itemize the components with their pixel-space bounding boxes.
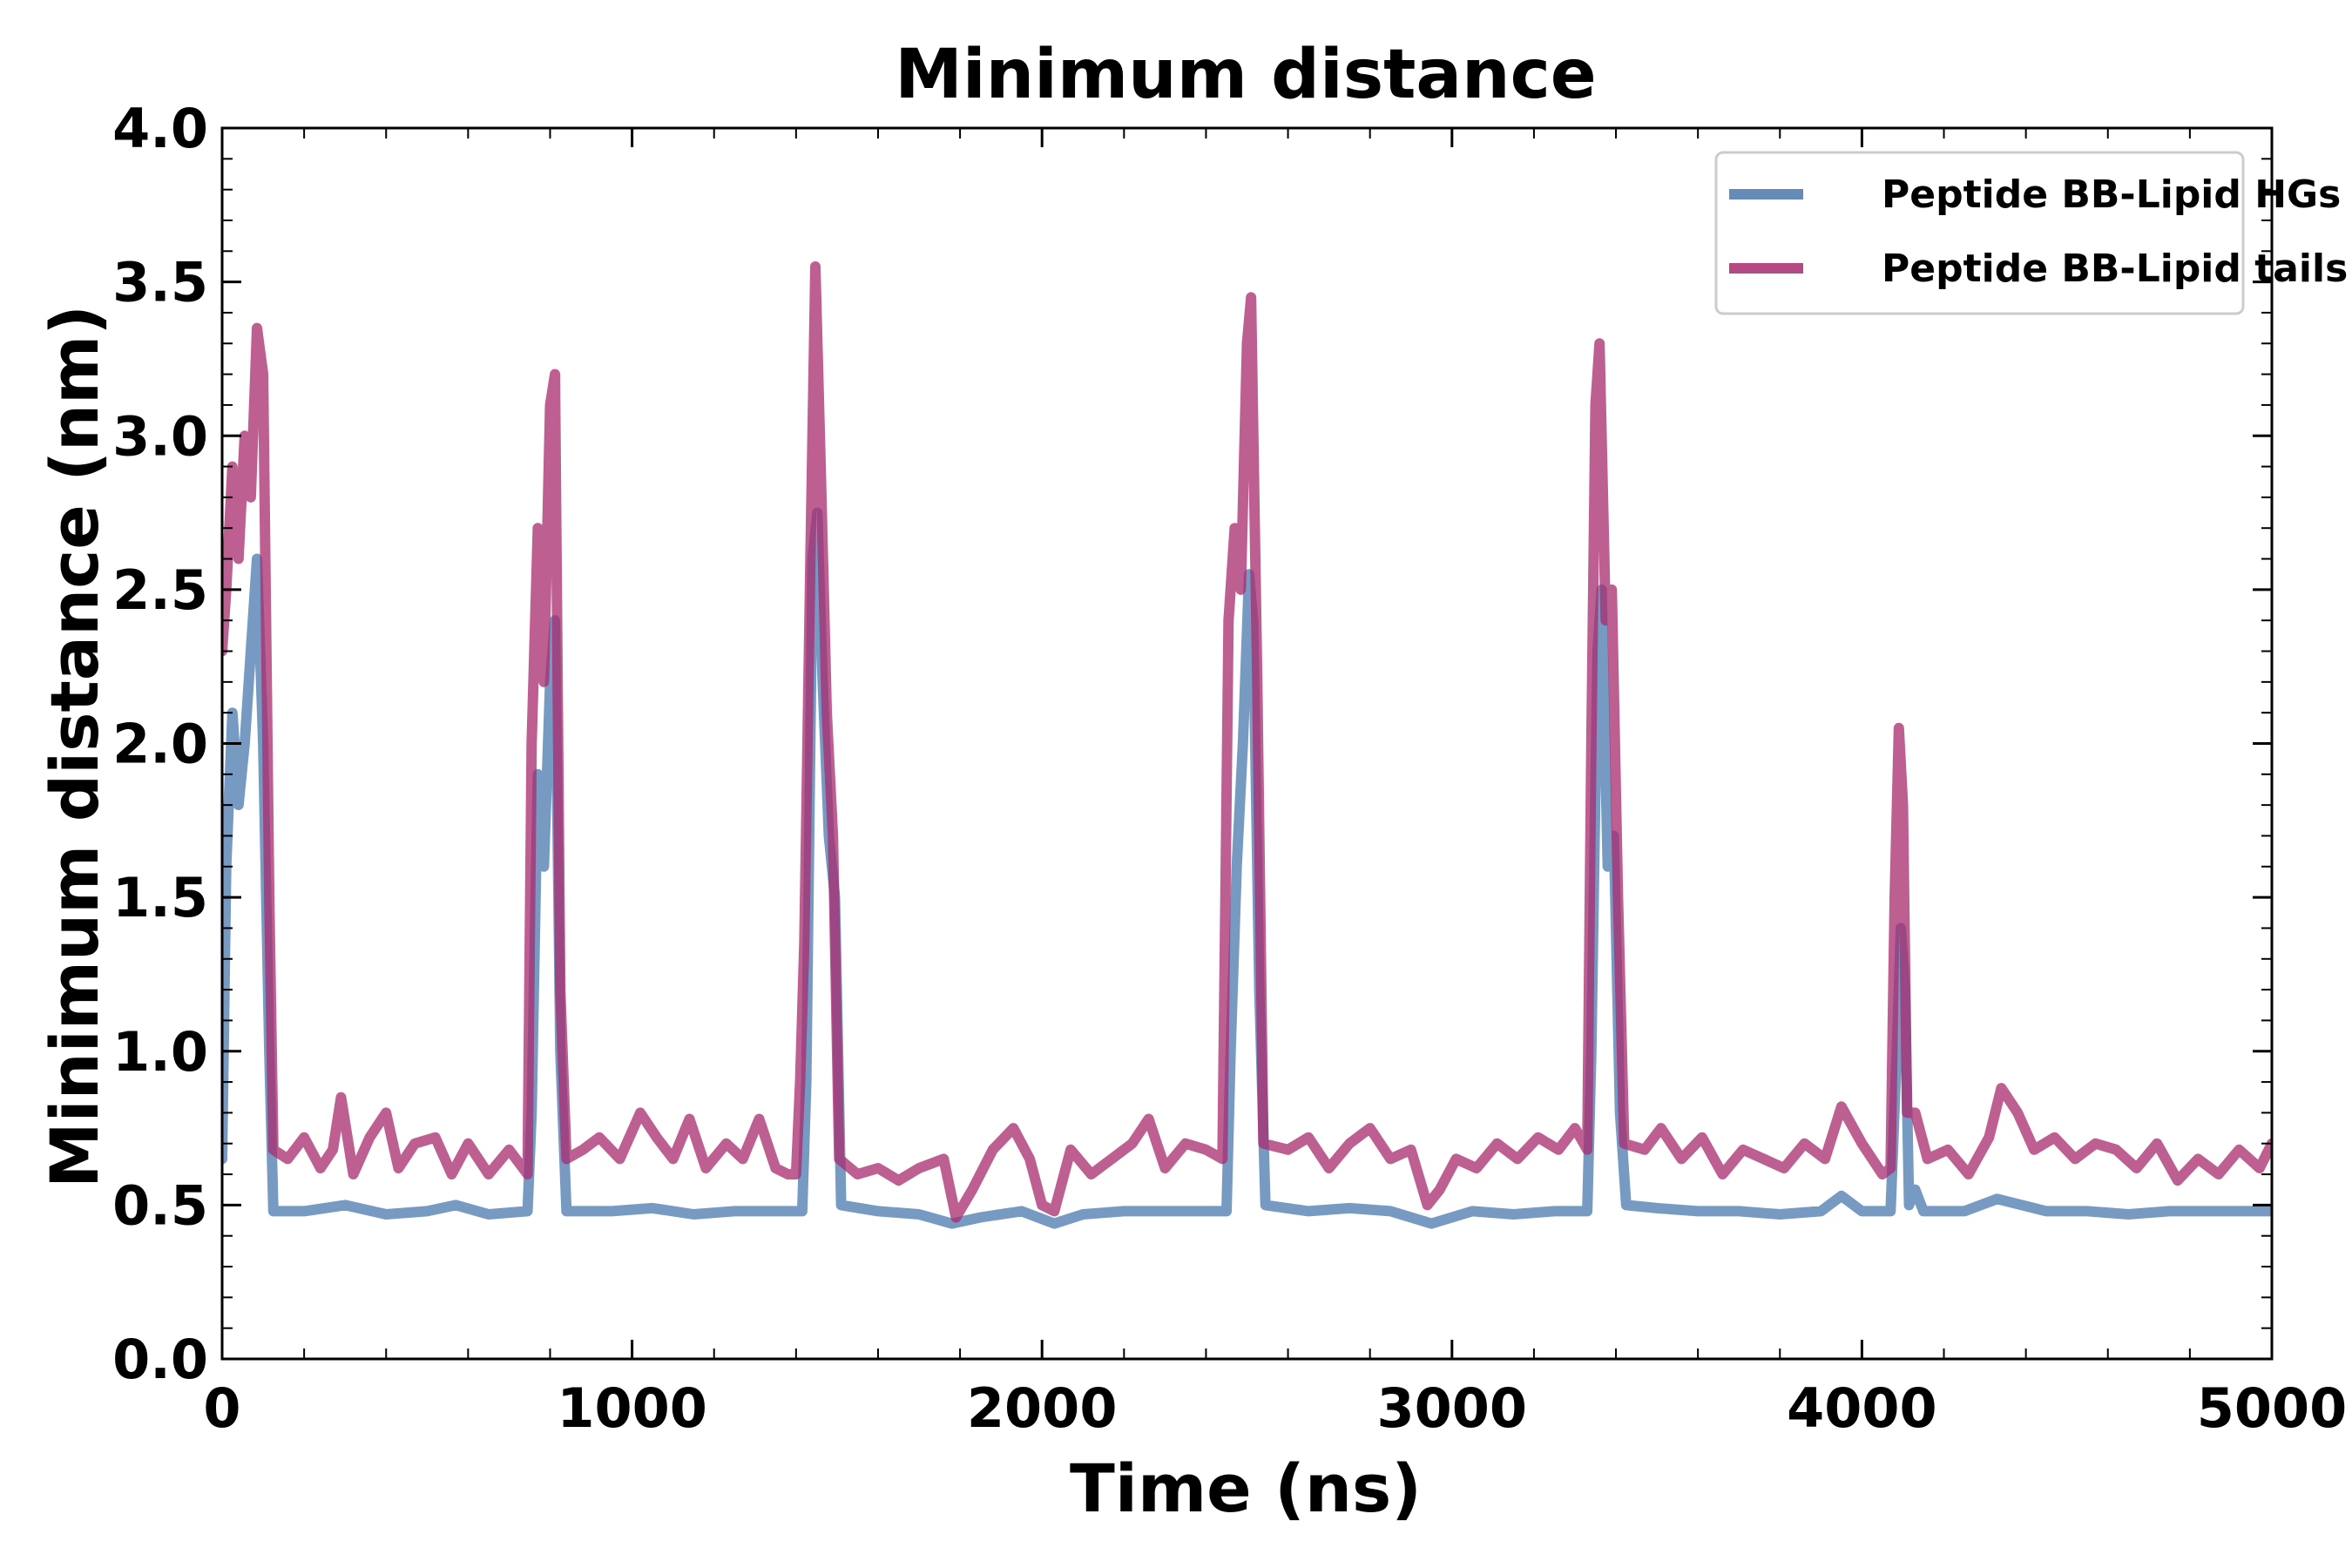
y-tick-label: 1.5 xyxy=(112,866,208,929)
y-tick-label: 1.0 xyxy=(112,1020,208,1084)
y-axis-label: Minimum distance (nm) xyxy=(36,305,113,1188)
legend-box xyxy=(1714,151,2245,315)
y-tick-label: 2.0 xyxy=(112,713,208,776)
x-tick-label: 0 xyxy=(203,1376,240,1440)
y-tick-label: 0.0 xyxy=(112,1328,208,1391)
chart-title: Minimum distance xyxy=(895,36,1596,114)
legend: Peptide BB-Lipid HGs Peptide BB-Lipid tai… xyxy=(1714,151,2348,315)
x-axis-label: Time (ns) xyxy=(1070,1450,1422,1527)
y-tick-label: 2.5 xyxy=(112,558,208,622)
legend-label-1: Peptide BB-Lipid HGs xyxy=(1882,172,2341,217)
x-tick-label: 3000 xyxy=(1377,1376,1528,1440)
x-tick-label: 4000 xyxy=(1787,1376,1937,1440)
x-tick-label: 2000 xyxy=(967,1376,1118,1440)
series-line-1 xyxy=(222,507,2272,1229)
x-tick-label: 1000 xyxy=(557,1376,707,1440)
plot-area: 0 1000 2000 3000 4000 5000 0.0 0.5 1.0 1.5 2.0 2.5 3… xyxy=(112,97,2347,1440)
x-tick-label: 5000 xyxy=(2197,1376,2348,1440)
legend-label-2: Peptide BB-Lipid tails xyxy=(1882,247,2348,291)
y-tick-label: 4.0 xyxy=(112,97,208,160)
y-tick-label: 3.0 xyxy=(112,404,208,468)
y-tick-label: 0.5 xyxy=(112,1173,208,1237)
series-line-2 xyxy=(222,261,2272,1223)
y-tick-label: 3.5 xyxy=(112,251,208,314)
